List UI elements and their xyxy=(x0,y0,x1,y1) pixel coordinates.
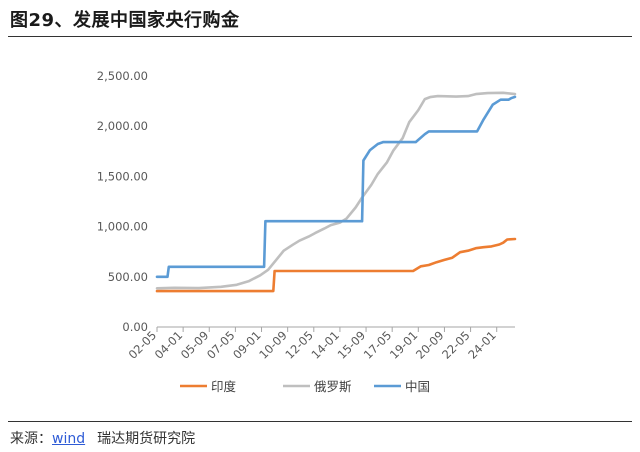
source-prefix: 来源： xyxy=(10,431,52,447)
footer-divider xyxy=(8,421,632,422)
source-link[interactable]: wind xyxy=(52,431,86,447)
legend: 印度 俄罗斯 中国 xyxy=(180,379,430,394)
x-tick-label: 12-05 xyxy=(282,328,316,362)
series-line-俄罗斯 xyxy=(155,91,517,290)
source-note: 来源：wind 瑞达期货研究院 xyxy=(10,428,195,448)
x-tick-label: 09-01 xyxy=(230,328,264,362)
y-tick-label: 2,000.00 xyxy=(97,119,148,133)
figure-title: 图29、发展中国家央行购金 xyxy=(10,10,240,31)
source-org: 瑞达期货研究院 xyxy=(97,431,196,447)
series-layer xyxy=(155,91,517,293)
legend-label: 印度 xyxy=(211,379,237,394)
x-tick-label: 05-09 xyxy=(178,328,212,362)
y-tick-label: 500.00 xyxy=(108,270,148,284)
x-tick-label: 17-05 xyxy=(361,328,395,362)
x-axis: 02-0504-0105-0907-0509-0110-0912-0514-01… xyxy=(126,326,515,362)
y-tick-label: 0.00 xyxy=(122,320,148,334)
x-tick-label: 19-01 xyxy=(387,328,421,362)
title-divider xyxy=(8,36,632,37)
x-tick-label: 04-01 xyxy=(152,328,186,362)
gold-reserves-line-chart: 0.00 500.00 1,000.00 1,500.00 2,000.00 2,500.… xyxy=(97,69,517,394)
x-tick-label: 14-01 xyxy=(309,328,343,362)
x-tick-label: 20-09 xyxy=(413,328,447,362)
y-axis: 0.00 500.00 1,000.00 1,500.00 2,000.00 2,500.… xyxy=(97,69,148,334)
x-tick-label: 15-09 xyxy=(335,328,369,362)
series-line-中国 xyxy=(155,95,517,279)
x-tick-label: 10-09 xyxy=(256,328,290,362)
x-tick-label: 22-05 xyxy=(439,328,473,362)
legend-label: 俄罗斯 xyxy=(314,379,352,394)
legend-label: 中国 xyxy=(405,379,430,394)
series-line-印度 xyxy=(155,237,517,293)
x-tick-label: 07-05 xyxy=(204,328,238,362)
y-tick-label: 2,500.00 xyxy=(97,69,148,83)
x-tick-label: 24-01 xyxy=(465,328,499,362)
y-tick-label: 1,000.00 xyxy=(97,220,148,234)
y-tick-label: 1,500.00 xyxy=(97,169,148,183)
